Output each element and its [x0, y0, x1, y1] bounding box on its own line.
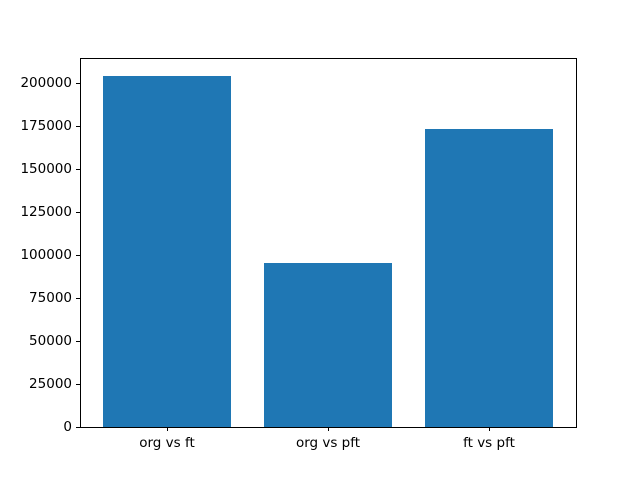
y-tick-label: 200000 [20, 75, 72, 91]
x-tick-label: org vs ft [139, 435, 195, 451]
y-tick-mark [76, 169, 80, 170]
y-tick-mark [76, 83, 80, 84]
y-tick-mark [76, 126, 80, 127]
y-tick-mark [76, 384, 80, 385]
x-tick-label: ft vs pft [463, 435, 515, 451]
x-tick-mark [167, 427, 168, 431]
y-tick-label: 25000 [29, 376, 72, 392]
y-tick-label: 50000 [29, 333, 72, 349]
bar [102, 75, 232, 427]
x-tick-mark [489, 427, 490, 431]
y-tick-mark [76, 298, 80, 299]
x-tick-mark [328, 427, 329, 431]
bar [424, 129, 554, 427]
y-tick-label: 0 [63, 419, 72, 435]
y-tick-label: 175000 [20, 118, 72, 134]
y-tick-mark [76, 255, 80, 256]
y-tick-mark [76, 427, 80, 428]
y-tick-label: 100000 [20, 247, 72, 263]
y-tick-mark [76, 341, 80, 342]
y-tick-label: 150000 [20, 161, 72, 177]
bar [263, 263, 393, 427]
y-tick-mark [76, 212, 80, 213]
x-tick-label: org vs pft [295, 435, 361, 451]
y-tick-label: 75000 [29, 290, 72, 306]
y-tick-label: 125000 [20, 204, 72, 220]
